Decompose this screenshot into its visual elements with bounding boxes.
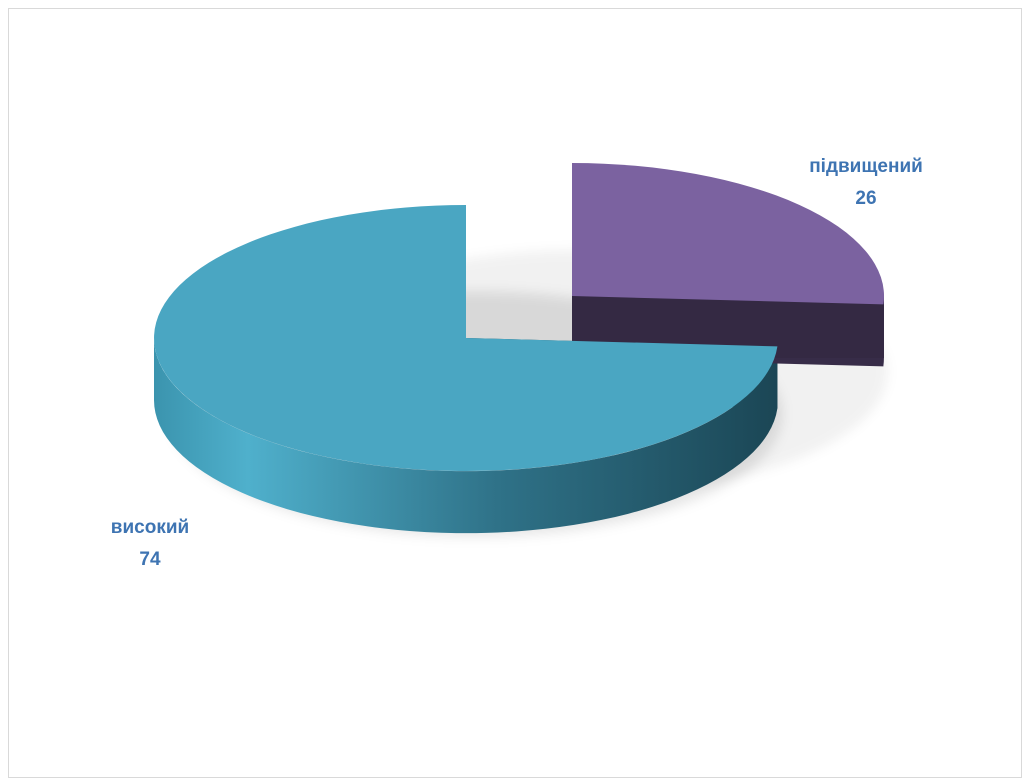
data-label-value: 26 (855, 188, 876, 209)
pie-slice-rim (153, 338, 778, 534)
data-label-category: високий (111, 517, 189, 538)
data-label-value: 74 (139, 549, 161, 570)
pie-slice-підвищений (572, 163, 885, 305)
pie-slice-rim (572, 296, 884, 358)
data-label-category: підвищений (809, 156, 923, 177)
pie-slice-високий (154, 205, 778, 471)
